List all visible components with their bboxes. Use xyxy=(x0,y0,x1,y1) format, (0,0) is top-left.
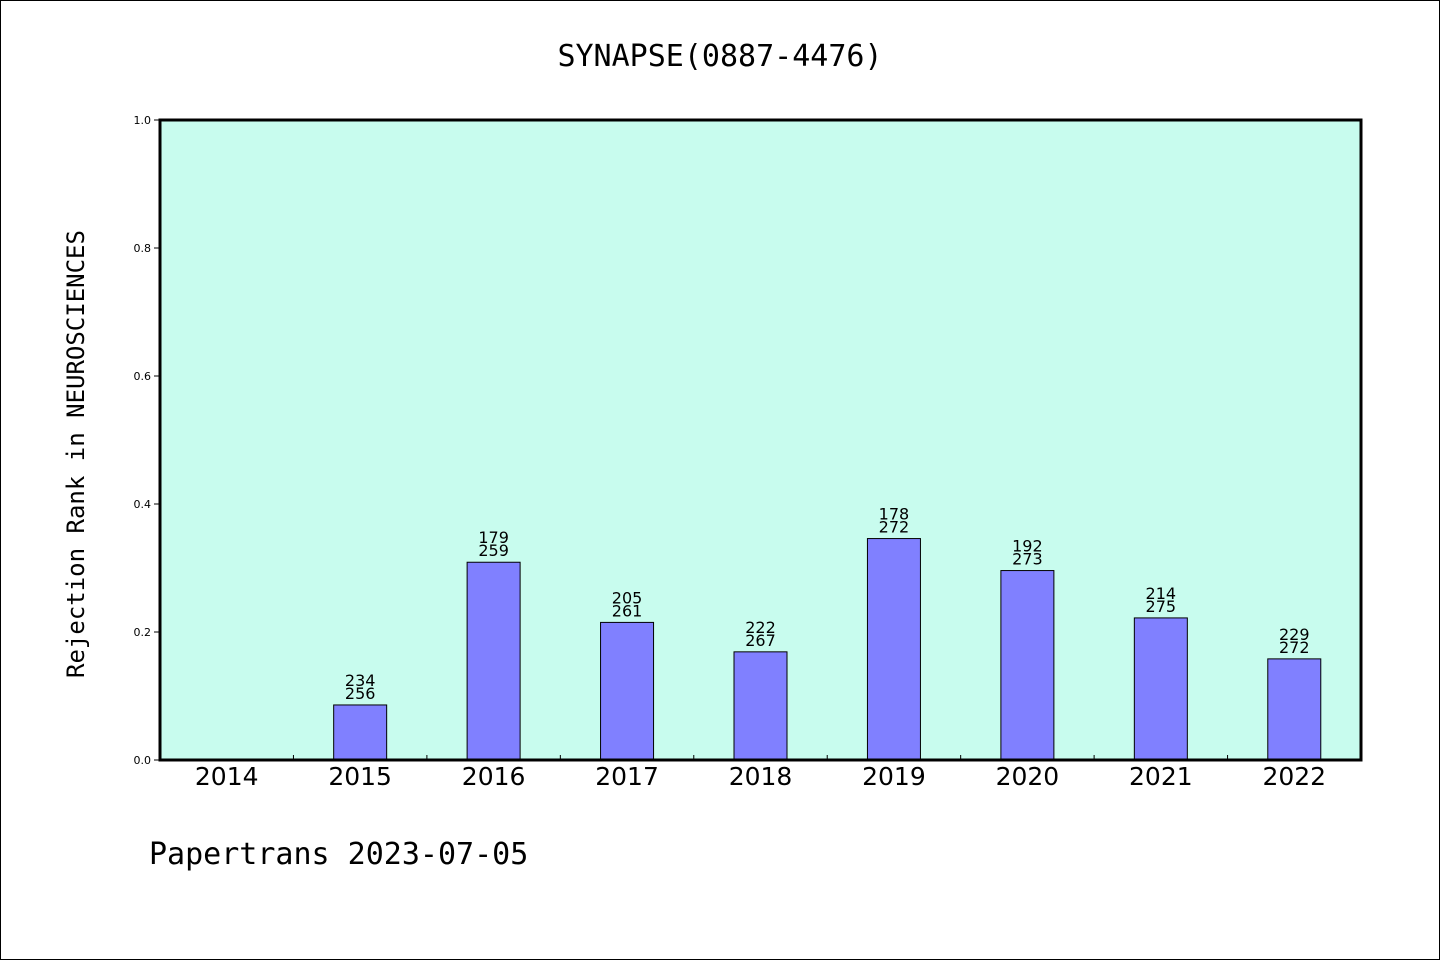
x-tick-label: 2022 xyxy=(1262,762,1326,791)
y-tick-label: 0.2 xyxy=(134,626,152,639)
data-label-top: 229 xyxy=(1279,625,1310,644)
bar-2016 xyxy=(466,561,521,761)
data-label-top: 178 xyxy=(879,505,910,524)
data-label-bottom: 267 xyxy=(745,631,776,650)
y-tick-label: 0.4 xyxy=(134,498,152,511)
plot-border xyxy=(158,118,1363,762)
data-label-top: 205 xyxy=(612,588,643,607)
x-tick-label: 2015 xyxy=(328,762,392,791)
data-label-top: 214 xyxy=(1146,584,1177,603)
data-label-bottom: 275 xyxy=(1146,597,1177,616)
bar-2018 xyxy=(733,651,788,761)
bar-2020 xyxy=(1000,570,1055,761)
chart-title: SYNAPSE(0887-4476) xyxy=(557,39,882,74)
data-label-bottom: 261 xyxy=(612,601,643,620)
x-tick-label: 2021 xyxy=(1129,762,1193,791)
y-axis-label: Rejection Rank in NEUROSCIENCES xyxy=(62,230,90,678)
x-tick-label: 2017 xyxy=(595,762,659,791)
y-tick-label: 1.0 xyxy=(134,114,152,127)
x-tick-label: 2020 xyxy=(996,762,1060,791)
data-label-top: 179 xyxy=(478,528,509,547)
bar-2017 xyxy=(600,621,655,761)
y-tick-label: 0.8 xyxy=(134,242,152,255)
data-label-bottom: 256 xyxy=(345,684,376,703)
data-label-top: 192 xyxy=(1012,537,1043,556)
footer-text: Papertrans 2023-07-05 xyxy=(149,837,528,872)
data-label-bottom: 259 xyxy=(478,541,509,560)
y-tick-label: 0.6 xyxy=(134,370,152,383)
x-tick-label: 2018 xyxy=(729,762,793,791)
data-label-bottom: 272 xyxy=(1279,638,1310,657)
data-label-top: 234 xyxy=(345,671,376,690)
data-label-bottom: 273 xyxy=(1012,550,1043,569)
x-tick-label: 2016 xyxy=(462,762,526,791)
bar-2022 xyxy=(1267,658,1322,761)
x-tick-label: 2014 xyxy=(195,762,259,791)
bar-2015 xyxy=(333,704,388,761)
x-tick-label: 2019 xyxy=(862,762,926,791)
bar-2019 xyxy=(866,538,921,761)
data-label-top: 222 xyxy=(745,618,776,637)
data-label-bottom: 272 xyxy=(879,518,910,537)
bar-2021 xyxy=(1133,617,1188,761)
y-tick-label: 0.0 xyxy=(134,754,152,767)
